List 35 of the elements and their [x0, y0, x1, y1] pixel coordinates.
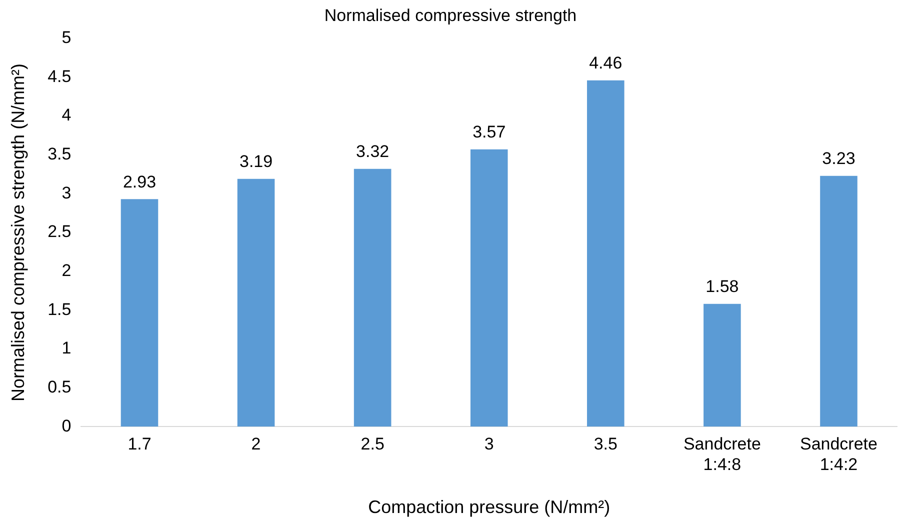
y-tick-label: 4.5 — [48, 66, 72, 86]
x-tick-label: 3 — [484, 434, 494, 454]
y-tick-label: 3.5 — [48, 144, 72, 164]
y-tick-label: 2.5 — [48, 222, 72, 242]
y-tick-label: 2 — [62, 261, 72, 280]
data-label: 3.19 — [239, 152, 273, 172]
data-label: 3.23 — [822, 149, 856, 168]
chart-title: Normalised compressive strength — [324, 6, 577, 25]
data-label: 3.57 — [472, 122, 506, 142]
bar — [354, 168, 392, 427]
bar — [820, 176, 858, 427]
x-tick-label: 3.5 — [594, 434, 618, 454]
bar — [237, 178, 275, 427]
data-label: 1.58 — [706, 277, 739, 296]
bar — [704, 304, 741, 427]
x-tick-label: Sandcrete 1:4:2 — [800, 434, 878, 474]
bar — [120, 199, 158, 427]
y-tick-label: 4 — [62, 106, 72, 125]
x-tick-label: 2 — [251, 434, 261, 454]
y-tick-label: 0.5 — [48, 377, 72, 396]
y-tick-label: 5 — [62, 28, 72, 48]
data-label: 3.32 — [356, 142, 390, 162]
bar — [470, 149, 508, 427]
y-tick-label: 1.5 — [48, 300, 72, 319]
y-tick-label: 3 — [62, 183, 72, 202]
x-tick-label: 1.7 — [128, 434, 152, 454]
data-label: 4.46 — [589, 54, 622, 73]
x-tick-label: 2.5 — [360, 434, 384, 454]
x-tick-label: Sandcrete 1:4:8 — [683, 434, 761, 474]
data-label: 2.93 — [122, 172, 156, 192]
y-axis-title: Normalised compressive strength (N/mm²) — [8, 63, 28, 402]
y-tick-label: 1 — [62, 338, 72, 358]
y-tick-label: 0 — [62, 416, 72, 436]
x-axis-title: Compaction pressure (N/mm²) — [368, 497, 610, 518]
bar — [587, 80, 624, 427]
